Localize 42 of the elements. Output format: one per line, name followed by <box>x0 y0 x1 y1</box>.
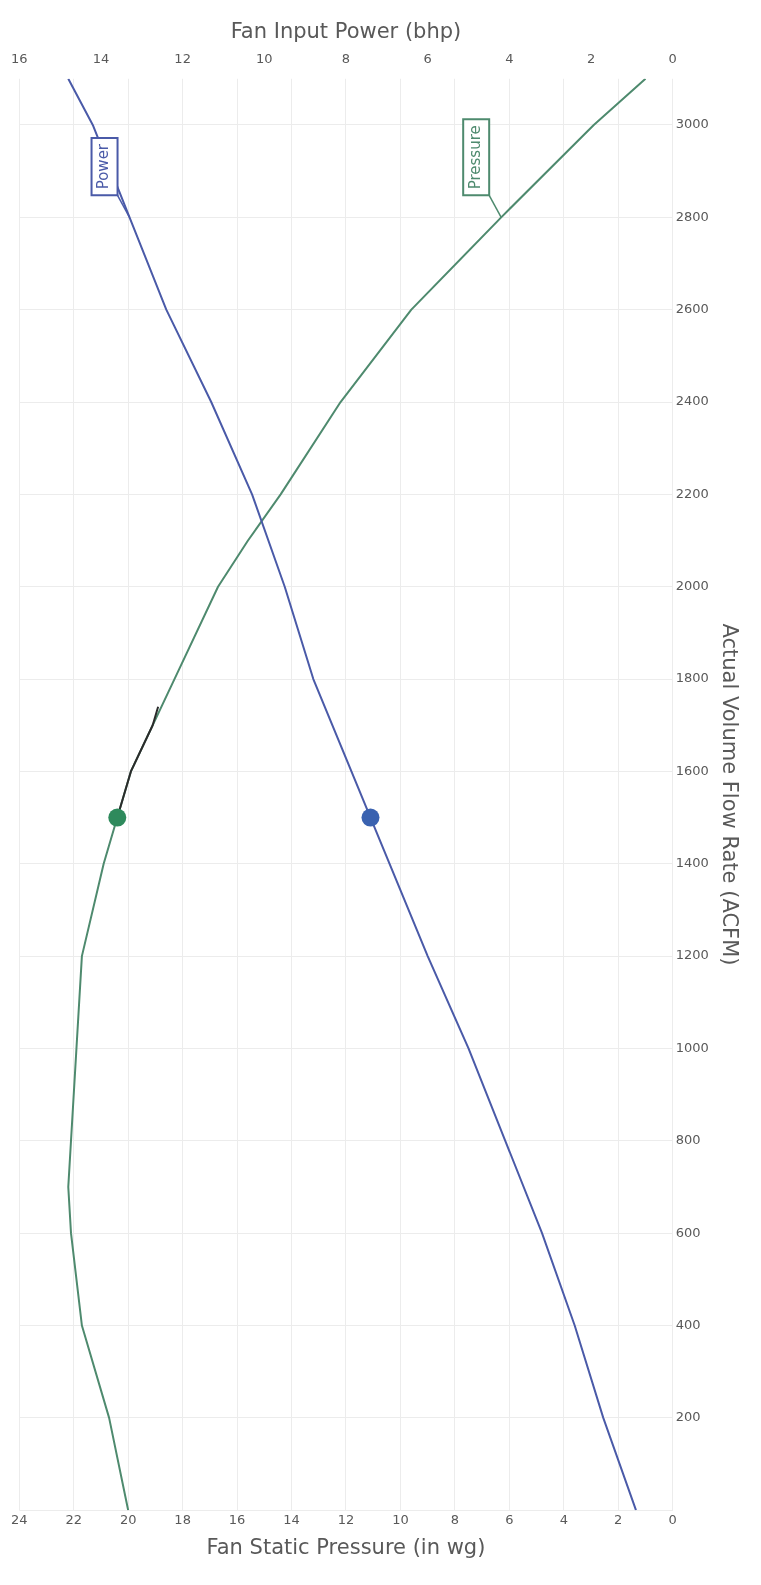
y-tick-label: 2200 <box>675 485 709 501</box>
x2-tick-label: 6 <box>423 51 432 67</box>
x-tick-label: 18 <box>174 1512 191 1528</box>
x2-tick-label: 14 <box>92 51 110 67</box>
x-tick-label: 10 <box>392 1512 409 1528</box>
x2-tick-label: 16 <box>11 51 28 67</box>
x2-tick-label: 4 <box>505 51 514 67</box>
y-tick-label: 1600 <box>675 762 709 778</box>
y-tick-label: 1800 <box>675 670 709 686</box>
x-tick-label: 24 <box>11 1512 28 1528</box>
y-tick-label: 2400 <box>675 393 709 409</box>
y-tick-label: 1400 <box>675 855 709 871</box>
y-tick-label: 1000 <box>675 1039 709 1055</box>
x-tick-label: 2 <box>614 1512 623 1528</box>
y-tick-label: 200 <box>675 1409 701 1425</box>
y-tick-label: 600 <box>675 1224 701 1240</box>
x-tick-label: 20 <box>119 1512 137 1528</box>
x2-tick-label: 0 <box>668 51 677 67</box>
x-tick-label: 22 <box>65 1512 82 1528</box>
text: Power <box>94 143 113 190</box>
y-tick-label: 2800 <box>675 208 709 224</box>
y-tick-label: 400 <box>675 1316 701 1332</box>
x-tick-label: 16 <box>228 1512 246 1528</box>
y-tick-label: 3000 <box>675 116 709 132</box>
x-tick-label: 4 <box>559 1512 568 1528</box>
x-axis-title: Fan Static Pressure (in wg) <box>206 1534 486 1559</box>
x-tick-label: 12 <box>337 1512 355 1528</box>
x2-tick-label: 10 <box>256 51 273 67</box>
text: Pressure <box>466 125 485 190</box>
y-tick-label: 2000 <box>675 578 709 594</box>
x-tick-label: 6 <box>505 1512 514 1528</box>
x-tick-label: 8 <box>450 1512 460 1528</box>
x2-tick-label: 12 <box>174 51 191 67</box>
x2-axis-title: Fan Input Power (bhp) <box>230 19 462 44</box>
x-tick-label: 14 <box>283 1512 300 1528</box>
x-tick-label: 0 <box>668 1512 677 1528</box>
y-tick-label: 800 <box>675 1132 701 1148</box>
y-tick-label: 2600 <box>675 301 709 317</box>
y-axis-title: Actual Volume Flow Rate (ACFM) <box>717 623 742 966</box>
x2-tick-label: 2 <box>586 51 596 67</box>
y-tick-label: 1200 <box>675 947 709 963</box>
x2-tick-label: 8 <box>341 51 351 67</box>
